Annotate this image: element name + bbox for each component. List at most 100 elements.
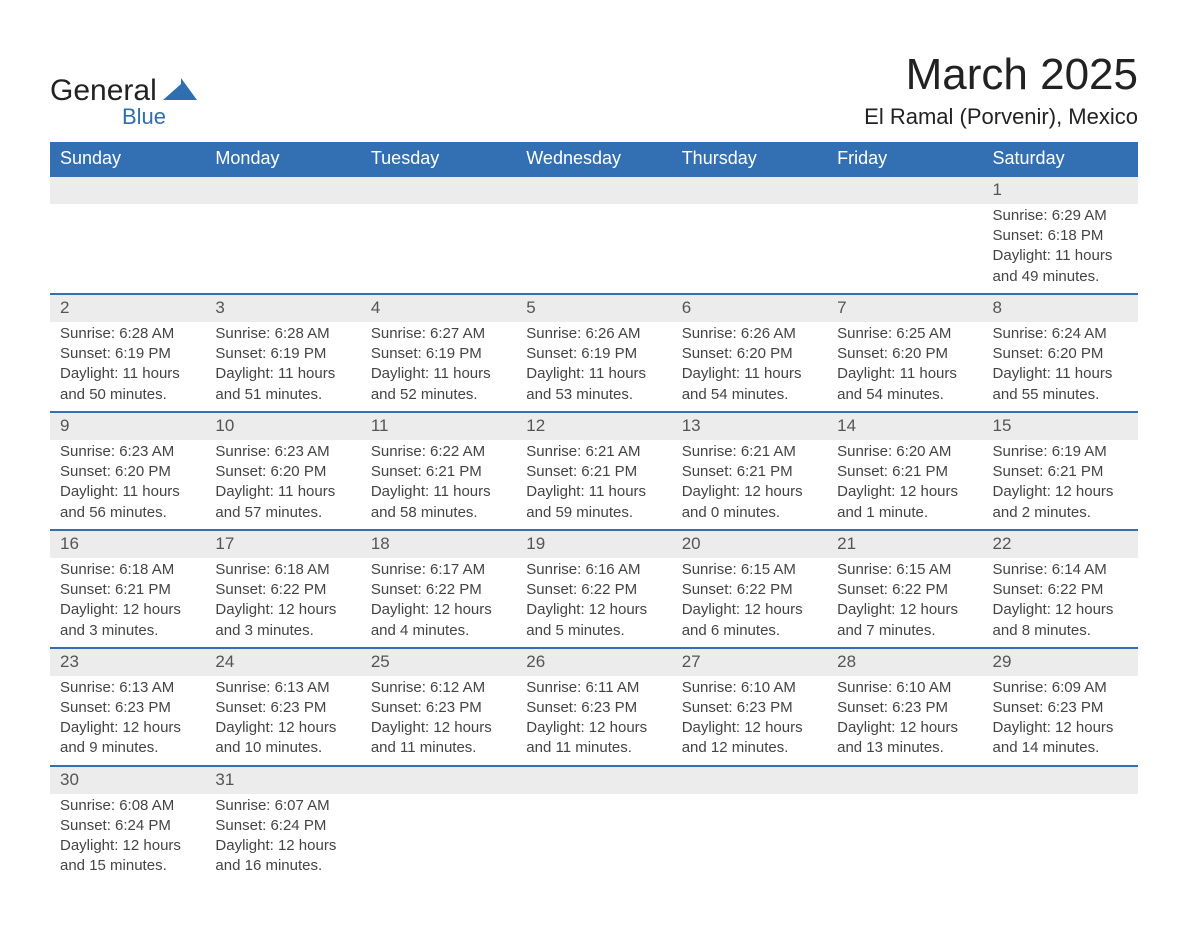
day-number-cell: 14: [827, 412, 982, 440]
day-number-cell: 16: [50, 530, 205, 558]
weekday-header: Wednesday: [516, 142, 671, 176]
day-sr: Sunrise: 6:21 AM: [526, 442, 661, 462]
day-number: 13: [682, 416, 701, 435]
day-dl1: Daylight: 11 hours: [60, 364, 195, 384]
day-sr: Sunrise: 6:26 AM: [682, 324, 817, 344]
day-number-cell: [361, 766, 516, 794]
day-ss: Sunset: 6:19 PM: [215, 344, 350, 364]
day-detail-cell: Sunrise: 6:10 AMSunset: 6:23 PMDaylight:…: [672, 676, 827, 766]
day-dl1: Daylight: 12 hours: [837, 482, 972, 502]
day-dl2: and 50 minutes.: [60, 385, 195, 405]
day-ss: Sunset: 6:23 PM: [837, 698, 972, 718]
day-ss: Sunset: 6:22 PM: [837, 580, 972, 600]
day-dl2: and 55 minutes.: [993, 385, 1128, 405]
day-number: 23: [60, 652, 79, 671]
day-dl2: and 52 minutes.: [371, 385, 506, 405]
day-ss: Sunset: 6:20 PM: [60, 462, 195, 482]
day-detail-cell: Sunrise: 6:19 AMSunset: 6:21 PMDaylight:…: [983, 440, 1138, 530]
day-dl2: and 3 minutes.: [60, 621, 195, 641]
day-number: 5: [526, 298, 535, 317]
day-detail-cell: [827, 794, 982, 883]
day-sr: Sunrise: 6:07 AM: [215, 796, 350, 816]
day-detail-cell: [205, 204, 360, 294]
weekday-header-row: Sunday Monday Tuesday Wednesday Thursday…: [50, 142, 1138, 176]
day-number: 10: [215, 416, 234, 435]
day-detail-cell: Sunrise: 6:23 AMSunset: 6:20 PMDaylight:…: [50, 440, 205, 530]
day-detail-cell: Sunrise: 6:15 AMSunset: 6:22 PMDaylight:…: [827, 558, 982, 648]
day-sr: Sunrise: 6:27 AM: [371, 324, 506, 344]
day-dl2: and 58 minutes.: [371, 503, 506, 523]
day-dl2: and 12 minutes.: [682, 738, 817, 758]
day-number: 25: [371, 652, 390, 671]
day-number-cell: 2: [50, 294, 205, 322]
day-dl2: and 11 minutes.: [526, 738, 661, 758]
day-detail-cell: Sunrise: 6:17 AMSunset: 6:22 PMDaylight:…: [361, 558, 516, 648]
day-number-cell: 29: [983, 648, 1138, 676]
day-number-cell: 5: [516, 294, 671, 322]
day-number: 14: [837, 416, 856, 435]
day-dl2: and 53 minutes.: [526, 385, 661, 405]
day-detail-cell: [361, 204, 516, 294]
day-detail-cell: Sunrise: 6:16 AMSunset: 6:22 PMDaylight:…: [516, 558, 671, 648]
logo-text-general: General: [50, 74, 157, 108]
day-number-cell: 13: [672, 412, 827, 440]
day-sr: Sunrise: 6:23 AM: [60, 442, 195, 462]
day-sr: Sunrise: 6:10 AM: [682, 678, 817, 698]
day-dl2: and 1 minute.: [837, 503, 972, 523]
day-number-cell: [516, 176, 671, 204]
day-dl2: and 8 minutes.: [993, 621, 1128, 641]
day-dl2: and 7 minutes.: [837, 621, 972, 641]
day-dl1: Daylight: 12 hours: [682, 600, 817, 620]
detail-row: Sunrise: 6:29 AMSunset: 6:18 PMDaylight:…: [50, 204, 1138, 294]
day-number-cell: 17: [205, 530, 360, 558]
day-detail-cell: [361, 794, 516, 883]
day-number-cell: 7: [827, 294, 982, 322]
day-dl1: Daylight: 12 hours: [371, 600, 506, 620]
day-number-cell: 6: [672, 294, 827, 322]
day-dl1: Daylight: 11 hours: [215, 482, 350, 502]
day-dl2: and 0 minutes.: [682, 503, 817, 523]
day-detail-cell: Sunrise: 6:11 AMSunset: 6:23 PMDaylight:…: [516, 676, 671, 766]
day-number-cell: 19: [516, 530, 671, 558]
weekday-header: Thursday: [672, 142, 827, 176]
day-number: 16: [60, 534, 79, 553]
day-number-cell: 21: [827, 530, 982, 558]
day-number: 30: [60, 770, 79, 789]
day-detail-cell: [50, 204, 205, 294]
day-sr: Sunrise: 6:22 AM: [371, 442, 506, 462]
day-number-cell: 9: [50, 412, 205, 440]
day-ss: Sunset: 6:21 PM: [837, 462, 972, 482]
day-sr: Sunrise: 6:08 AM: [60, 796, 195, 816]
day-dl1: Daylight: 12 hours: [215, 836, 350, 856]
weekday-header: Tuesday: [361, 142, 516, 176]
day-dl1: Daylight: 12 hours: [60, 836, 195, 856]
day-detail-cell: Sunrise: 6:27 AMSunset: 6:19 PMDaylight:…: [361, 322, 516, 412]
day-dl1: Daylight: 12 hours: [682, 718, 817, 738]
day-detail-cell: Sunrise: 6:21 AMSunset: 6:21 PMDaylight:…: [672, 440, 827, 530]
day-number-cell: [672, 766, 827, 794]
day-number: 4: [371, 298, 380, 317]
day-sr: Sunrise: 6:24 AM: [993, 324, 1128, 344]
day-number-cell: 23: [50, 648, 205, 676]
day-dl1: Daylight: 12 hours: [60, 718, 195, 738]
day-dl2: and 51 minutes.: [215, 385, 350, 405]
day-number: 9: [60, 416, 69, 435]
day-number-cell: 3: [205, 294, 360, 322]
day-dl1: Daylight: 11 hours: [993, 246, 1128, 266]
weekday-header: Saturday: [983, 142, 1138, 176]
day-number-cell: 4: [361, 294, 516, 322]
day-number-cell: 27: [672, 648, 827, 676]
day-ss: Sunset: 6:21 PM: [60, 580, 195, 600]
day-dl2: and 3 minutes.: [215, 621, 350, 641]
detail-row: Sunrise: 6:28 AMSunset: 6:19 PMDaylight:…: [50, 322, 1138, 412]
day-detail-cell: [516, 794, 671, 883]
weekday-header: Friday: [827, 142, 982, 176]
day-number: 31: [215, 770, 234, 789]
day-detail-cell: Sunrise: 6:20 AMSunset: 6:21 PMDaylight:…: [827, 440, 982, 530]
day-sr: Sunrise: 6:21 AM: [682, 442, 817, 462]
day-detail-cell: [516, 204, 671, 294]
detail-row: Sunrise: 6:08 AMSunset: 6:24 PMDaylight:…: [50, 794, 1138, 883]
day-number: 26: [526, 652, 545, 671]
day-dl2: and 5 minutes.: [526, 621, 661, 641]
day-number-cell: [50, 176, 205, 204]
